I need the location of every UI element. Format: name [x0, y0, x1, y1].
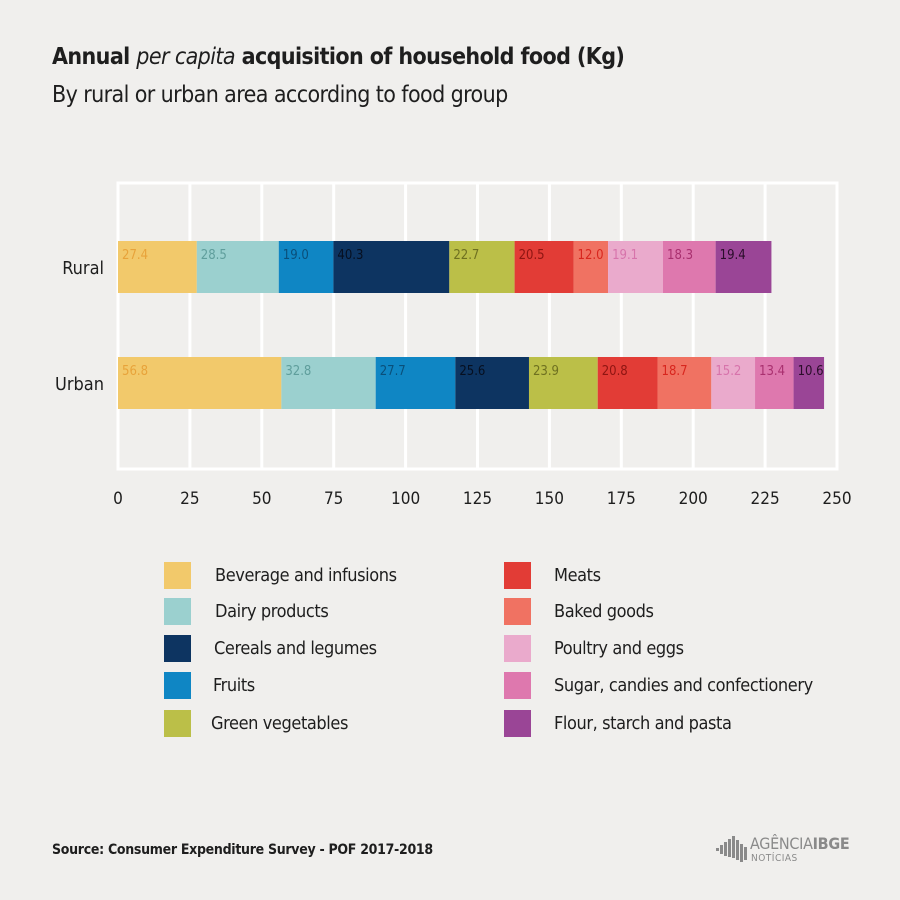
- x-tick-label: 150: [535, 489, 564, 509]
- bar-segment: [278, 241, 334, 293]
- bar-segment: [455, 357, 529, 409]
- bar-value-label: 19.4: [720, 248, 746, 263]
- bar-value-label: 18.7: [662, 364, 688, 379]
- bar-value-label: 32.8: [285, 364, 311, 379]
- bar-segment: [196, 241, 279, 293]
- x-tick-label: 125: [463, 489, 492, 509]
- bar-value-label: 28.5: [201, 248, 227, 263]
- bar-value-label: 10.6: [798, 364, 824, 379]
- x-tick-label: 175: [607, 489, 636, 509]
- title-italic: per capita: [136, 44, 235, 70]
- x-tick-label: 75: [324, 489, 343, 509]
- logo-name-bold: IBGE: [812, 834, 850, 853]
- category-label-urban: Urban: [55, 374, 104, 395]
- bar-value-label: 12.0: [578, 248, 604, 263]
- bar-segment: [597, 357, 658, 409]
- bar-segment: [281, 357, 376, 409]
- bar-segment: [118, 241, 197, 293]
- x-tick-label: 25: [180, 489, 199, 509]
- bar-segment: [608, 241, 664, 293]
- bar-value-label: 20.5: [519, 248, 545, 263]
- bar-value-label: 56.8: [122, 364, 148, 379]
- bar-segment: [333, 241, 450, 293]
- agencia-ibge-logo: AGÊNCIAIBGE NOTÍCIAS: [716, 830, 856, 870]
- chart-title: Annual per capita acquisition of househo…: [52, 44, 625, 70]
- bar-segment: [755, 357, 794, 409]
- bar-segment: [573, 241, 609, 293]
- bar-value-label: 27.4: [122, 248, 148, 263]
- source-note: Source: Consumer Expenditure Survey - PO…: [52, 842, 433, 858]
- bar-value-label: 19.1: [612, 248, 638, 263]
- x-tick-label: 0: [113, 489, 123, 509]
- bar-value-label: 25.6: [459, 364, 485, 379]
- bar-value-label: 20.8: [602, 364, 628, 379]
- x-tick-label: 50: [252, 489, 271, 509]
- bar-value-label: 40.3: [337, 248, 363, 263]
- bar-value-label: 13.4: [759, 364, 785, 379]
- chart-subtitle: By rural or urban area according to food…: [52, 82, 508, 108]
- bar-value-label: 19.0: [283, 248, 309, 263]
- bar-segment: [514, 241, 574, 293]
- bar-segment: [793, 357, 825, 409]
- bar-value-label: 15.2: [715, 364, 741, 379]
- bar-segment: [449, 241, 515, 293]
- bar-value-label: 23.9: [533, 364, 559, 379]
- x-tick-label: 200: [679, 489, 708, 509]
- title-start: Annual: [52, 44, 130, 70]
- bar-value-label: 22.7: [453, 248, 479, 263]
- bar-value-label: 18.3: [667, 248, 693, 263]
- ibge-bars-icon: [716, 836, 747, 862]
- x-tick-label: 225: [751, 489, 780, 509]
- logo-subtitle: NOTÍCIAS: [751, 853, 798, 864]
- bar-value-label: 27.7: [380, 364, 406, 379]
- bar-segment: [715, 241, 772, 293]
- bar-segment: [663, 241, 716, 293]
- bar-segment: [657, 357, 712, 409]
- bar-segment: [711, 357, 756, 409]
- title-end: acquisition of household food (Kg): [241, 44, 625, 70]
- x-tick-label: 100: [391, 489, 420, 509]
- bar-segment: [528, 357, 598, 409]
- logo-name-light: AGÊNCIA: [750, 834, 813, 853]
- bar-segment: [118, 357, 282, 409]
- x-tick-label: 250: [822, 489, 851, 509]
- logo-name: AGÊNCIAIBGE: [750, 834, 850, 853]
- bar-segment: [375, 357, 456, 409]
- category-label-rural: Rural: [62, 258, 104, 279]
